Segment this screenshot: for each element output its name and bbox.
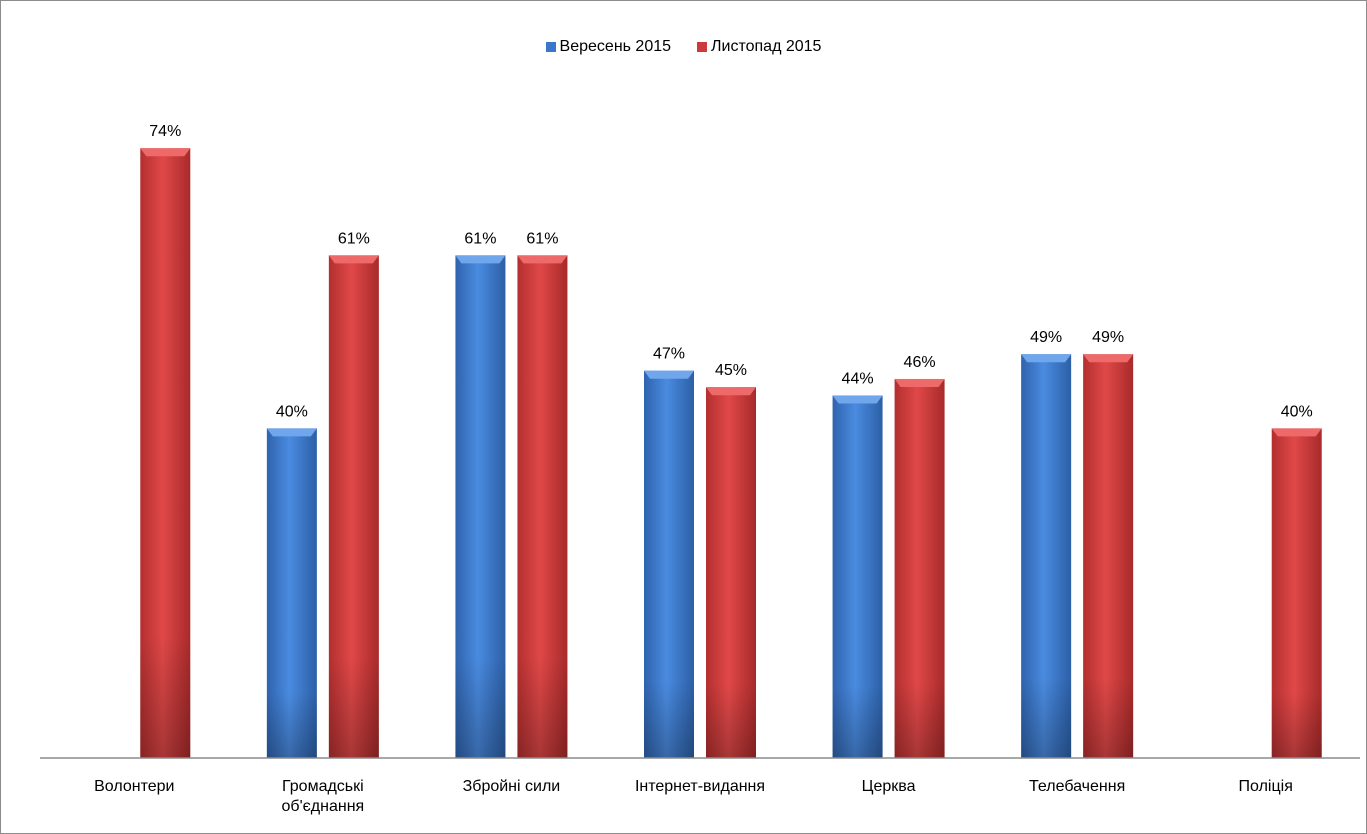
- bar-november-5: [1083, 354, 1134, 758]
- x-tick-label-4: Церква: [862, 778, 916, 795]
- legend-swatch-series-1: [545, 42, 556, 52]
- bar-november-1: [328, 255, 379, 759]
- data-label-september-3: 47%: [653, 346, 685, 363]
- data-label-november-3: 45%: [715, 362, 747, 379]
- bar-november-3: [706, 387, 756, 758]
- bar-september-1: [266, 428, 317, 758]
- bar-september-5: [1021, 354, 1072, 758]
- legend-label-series-2: Листопад 2015: [711, 38, 822, 55]
- data-label-november-1: 61%: [338, 230, 370, 247]
- legend-item-series-2: Листопад 2015: [697, 38, 821, 56]
- bar-september-4: [832, 395, 883, 758]
- legend: Вересень 2015 Листопад 2015: [0, 38, 1367, 56]
- data-label-september-5: 49%: [1030, 329, 1062, 346]
- x-tick-label-0: Волонтери: [94, 778, 174, 795]
- data-label-november-0: 74%: [149, 123, 181, 140]
- bar-november-6: [1271, 428, 1322, 758]
- legend-label-series-1: Вересень 2015: [559, 38, 672, 55]
- data-label-november-5: 49%: [1092, 329, 1124, 346]
- x-tick-label-6: Поліція: [1239, 778, 1293, 795]
- bar-september-2: [455, 255, 506, 759]
- x-tick-label-3: Інтернет-видання: [635, 778, 765, 795]
- data-label-september-1: 40%: [276, 403, 308, 420]
- bar-september-3: [644, 370, 694, 758]
- bar-november-2: [517, 255, 568, 759]
- legend-swatch-series-2: [697, 42, 708, 52]
- x-tick-label-1: Громадські об'єднання: [282, 778, 365, 815]
- x-tick-label-5: Телебачення: [1029, 778, 1125, 795]
- legend-item-series-1: Вересень 2015: [545, 38, 672, 56]
- bar-november-4: [894, 378, 945, 758]
- x-tick-label-2: Збройні сили: [463, 778, 561, 795]
- data-label-november-4: 46%: [904, 354, 936, 371]
- data-label-september-2: 61%: [464, 230, 496, 247]
- data-label-november-2: 61%: [526, 230, 558, 247]
- data-label-november-6: 40%: [1281, 403, 1313, 420]
- bar-november-0: [140, 148, 191, 759]
- data-label-september-4: 44%: [842, 370, 874, 387]
